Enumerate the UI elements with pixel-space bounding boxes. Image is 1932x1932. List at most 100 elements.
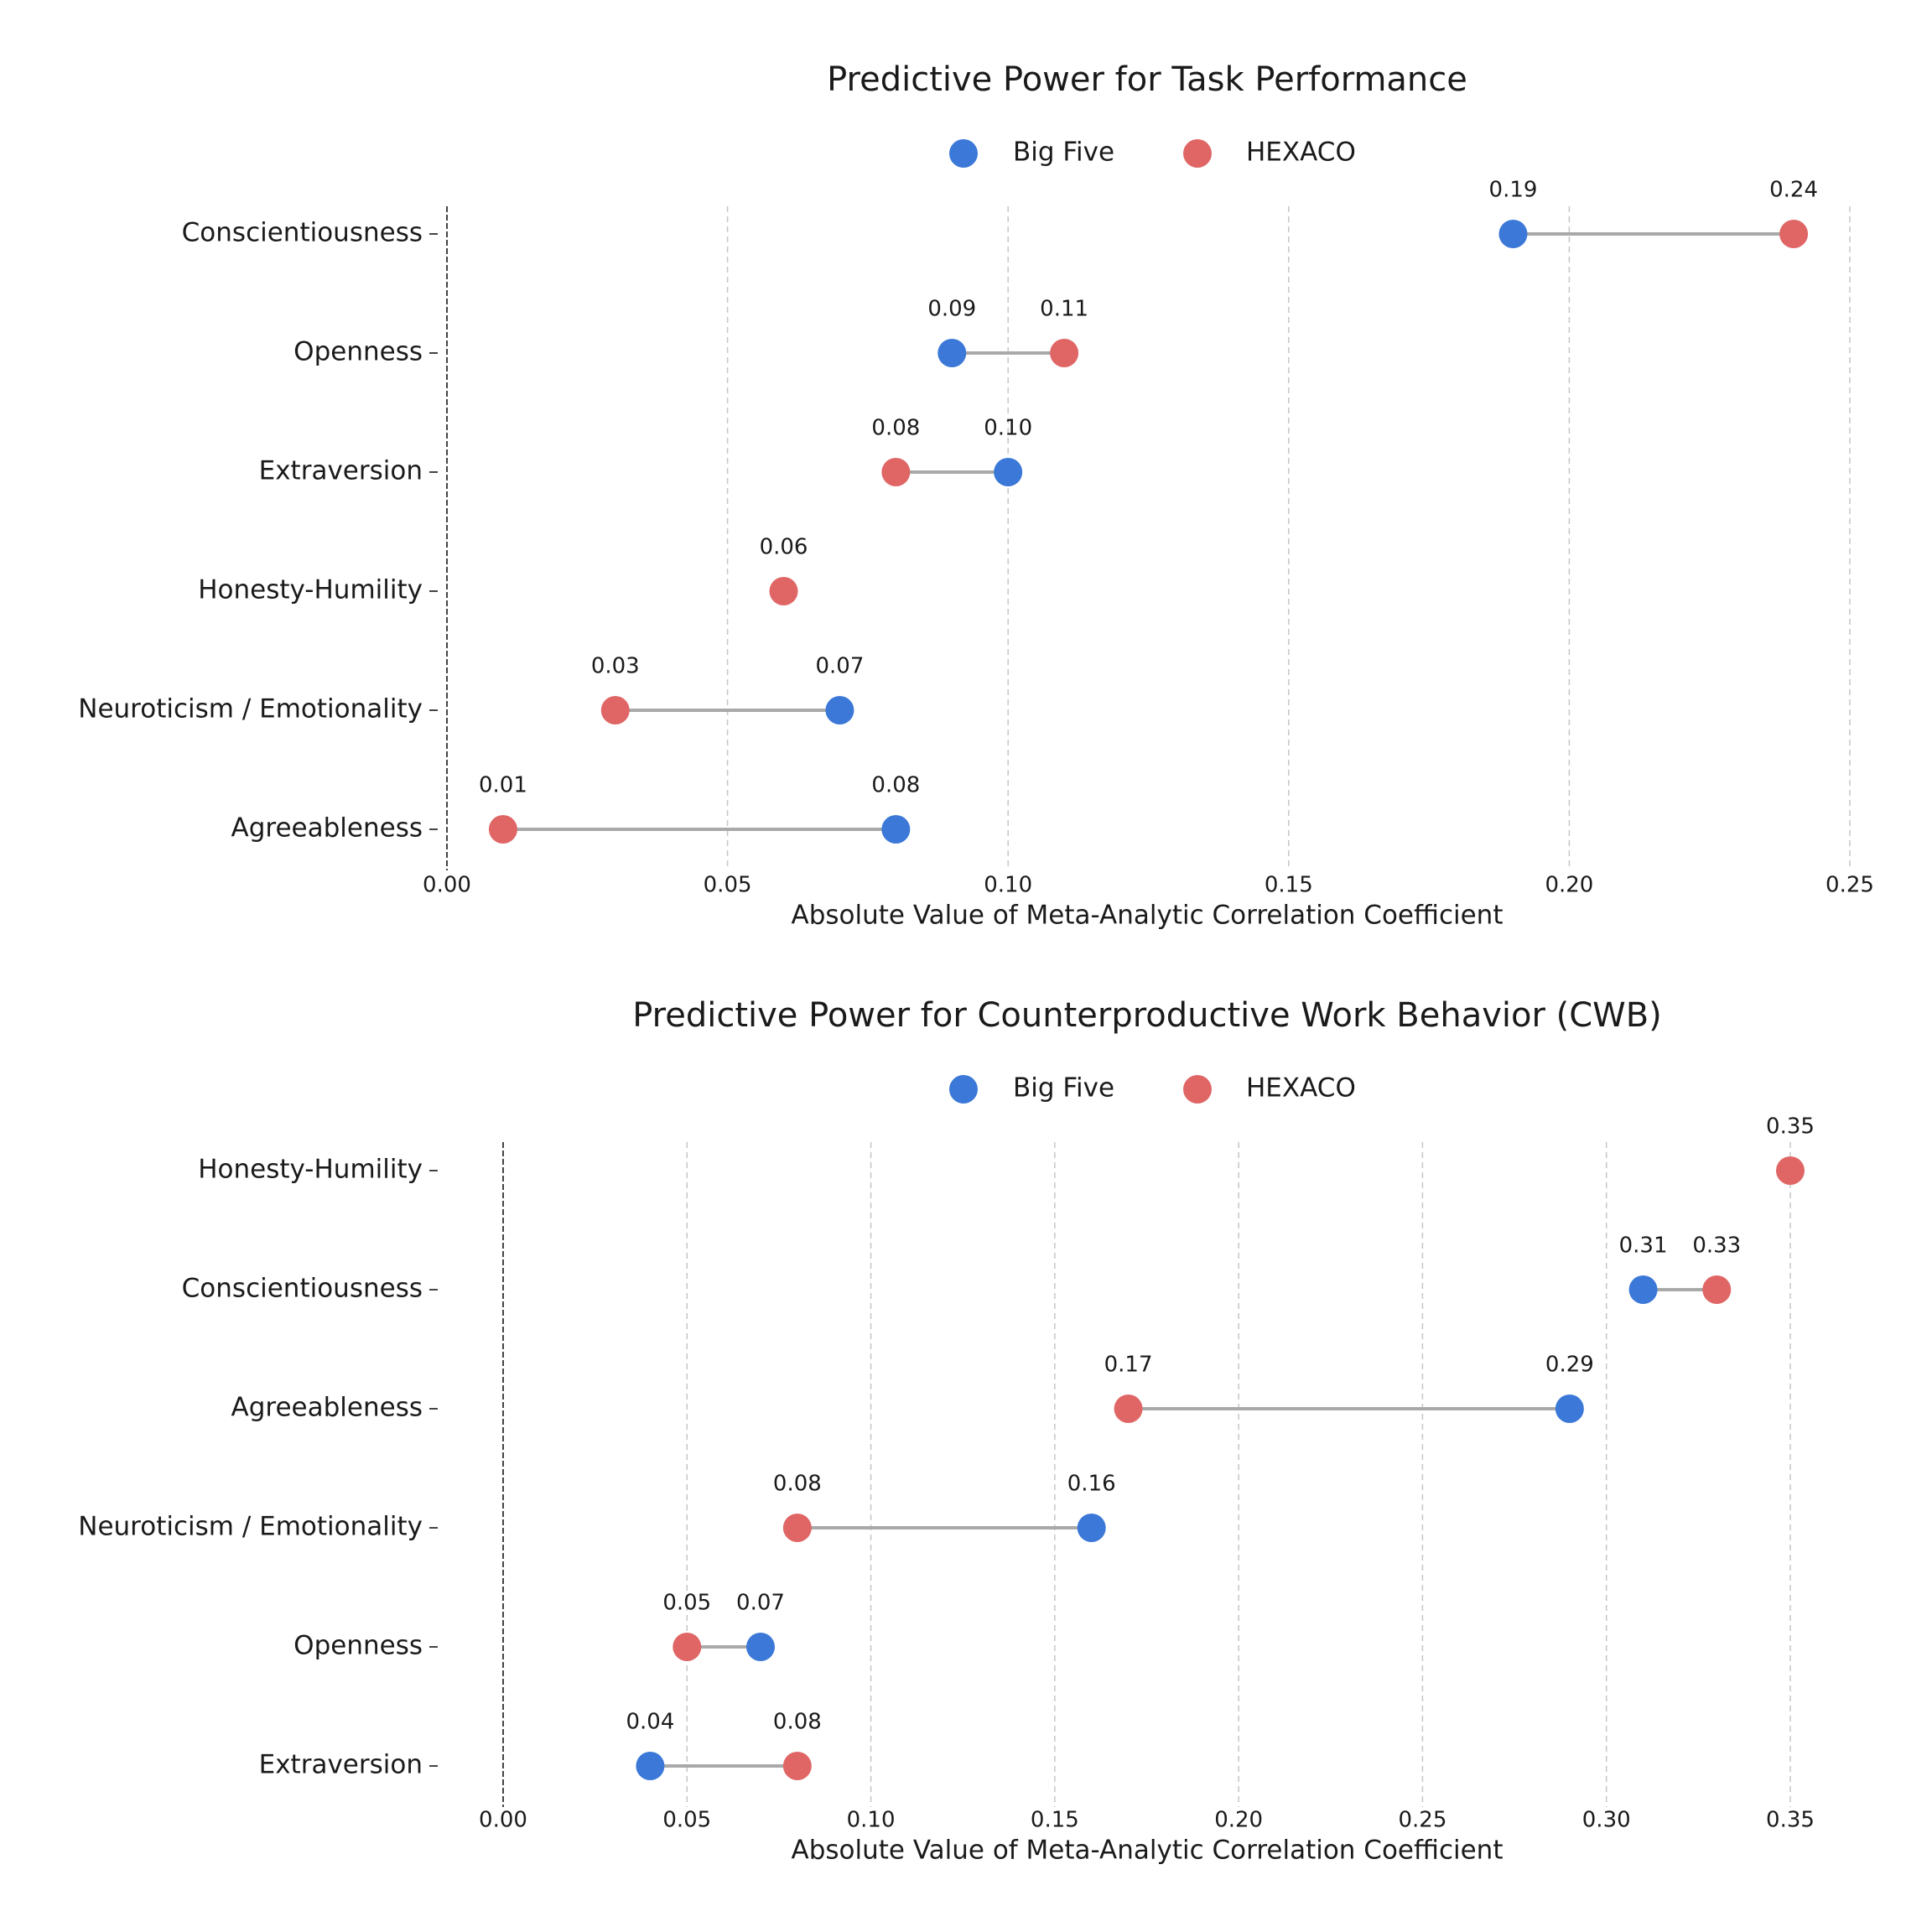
data-label-hexaco: 0.33 xyxy=(1692,1233,1741,1259)
chart-title: Predictive Power for Task Performance xyxy=(827,60,1467,99)
legend-marker-big-five xyxy=(949,139,978,168)
x-tick-labels: 0.00 0.05 0.10 0.15 0.20 0.25 xyxy=(423,873,1874,898)
gridlines xyxy=(726,206,1851,870)
x-tick-label: 0.15 xyxy=(1031,1808,1079,1833)
category-label: Extraversion xyxy=(259,456,423,486)
row-honesty-humility: Honesty-Humility 0.35 xyxy=(198,1114,1815,1185)
data-label-big-five: 0.07 xyxy=(736,1591,785,1616)
point-hexaco xyxy=(1779,220,1809,248)
legend-marker-big-five xyxy=(949,1075,978,1104)
x-tick-label: 0.20 xyxy=(1545,873,1593,898)
chart-2: Predictive Power for Counterproductive W… xyxy=(78,996,1815,1866)
row-neuroticism-emotionality: Neuroticism / Emotionality 0.07 0.03 xyxy=(78,654,864,724)
gridlines xyxy=(686,1142,1791,1807)
x-tick-label: 0.10 xyxy=(984,873,1032,898)
x-tick-label: 0.05 xyxy=(704,873,752,898)
category-label: Openness xyxy=(293,1631,423,1661)
data-label-big-five: 0.19 xyxy=(1489,178,1538,203)
data-label-hexaco: 0.06 xyxy=(760,535,808,560)
data-label-big-five: 0.10 xyxy=(984,416,1032,441)
data-label-big-five: 0.31 xyxy=(1619,1233,1668,1259)
point-hexaco xyxy=(488,815,517,844)
point-big-five xyxy=(1628,1275,1658,1304)
point-big-five xyxy=(881,815,911,844)
x-tick-label: 0.00 xyxy=(423,873,471,898)
category-label: Conscientiousness xyxy=(182,1274,423,1304)
legend-label-hexaco: HEXACO xyxy=(1246,138,1356,168)
x-tick-label: 0.10 xyxy=(847,1808,896,1833)
category-label: Conscientiousness xyxy=(182,218,423,248)
point-hexaco xyxy=(1050,339,1079,367)
legend-marker-hexaco xyxy=(1183,139,1212,168)
data-label-hexaco: 0.17 xyxy=(1104,1353,1153,1378)
point-hexaco xyxy=(769,577,798,605)
point-hexaco xyxy=(673,1633,702,1661)
data-label-hexaco: 0.11 xyxy=(1040,297,1088,322)
data-label-hexaco: 0.35 xyxy=(1766,1114,1815,1140)
x-axis-label: Absolute Value of Meta-Analytic Correlat… xyxy=(792,901,1504,931)
data-label-big-five: 0.04 xyxy=(626,1710,674,1735)
point-big-five xyxy=(994,458,1023,486)
data-label-hexaco: 0.01 xyxy=(479,773,527,798)
data-label-hexaco: 0.03 xyxy=(591,654,640,679)
category-label: Honesty-Humility xyxy=(198,1155,423,1185)
point-hexaco xyxy=(1776,1156,1805,1185)
data-label-hexaco: 0.08 xyxy=(773,1472,822,1497)
data-label-hexaco: 0.08 xyxy=(871,416,920,441)
row-honesty-humility: Honesty-Humility 0.06 xyxy=(198,535,808,605)
legend-label-big-five: Big Five xyxy=(1013,138,1114,168)
category-label: Openness xyxy=(293,337,423,367)
legend: Big Five HEXACO xyxy=(949,1073,1356,1104)
point-big-five xyxy=(937,339,967,367)
legend-label-hexaco: HEXACO xyxy=(1246,1073,1356,1104)
x-tick-label: 0.25 xyxy=(1826,873,1874,898)
row-agreeableness: Agreeableness 0.08 0.01 xyxy=(231,773,920,844)
row-extraversion: Extraversion 0.10 0.08 xyxy=(259,416,1032,486)
legend: Big Five HEXACO xyxy=(949,138,1356,168)
x-axis-label: Absolute Value of Meta-Analytic Correlat… xyxy=(792,1836,1504,1866)
point-hexaco xyxy=(1702,1275,1732,1304)
x-tick-label: 0.35 xyxy=(1766,1808,1815,1833)
category-label: Agreeableness xyxy=(231,813,423,844)
row-conscientiousness: Conscientiousness 0.31 0.33 xyxy=(182,1233,1741,1304)
row-extraversion: Extraversion 0.04 0.08 xyxy=(259,1710,822,1780)
legend-label-big-five: Big Five xyxy=(1013,1073,1114,1104)
point-hexaco xyxy=(600,696,630,724)
data-label-big-five: 0.07 xyxy=(815,654,864,679)
row-agreeableness: Agreeableness 0.29 0.17 xyxy=(231,1353,1594,1423)
data-label-hexaco: 0.24 xyxy=(1769,178,1818,203)
x-tick-label: 0.05 xyxy=(662,1808,711,1833)
data-label-big-five: 0.09 xyxy=(927,297,976,322)
row-neuroticism-emotionality: Neuroticism / Emotionality 0.16 0.08 xyxy=(78,1472,1116,1542)
data-label-hexaco: 0.08 xyxy=(773,1710,822,1735)
x-tick-label: 0.30 xyxy=(1582,1808,1631,1833)
point-big-five xyxy=(1077,1514,1106,1542)
point-hexaco xyxy=(1114,1394,1143,1423)
category-label: Extraversion xyxy=(259,1750,423,1780)
x-tick-label: 0.20 xyxy=(1214,1808,1263,1833)
point-big-five xyxy=(825,696,854,724)
chart-1: Predictive Power for Task Performance Big… xyxy=(78,60,1874,931)
point-big-five xyxy=(1555,1394,1584,1423)
row-conscientiousness: Conscientiousness 0.19 0.24 xyxy=(182,178,1818,248)
point-big-five xyxy=(746,1633,775,1661)
point-big-five xyxy=(1498,220,1528,248)
point-hexaco xyxy=(782,1752,812,1780)
x-tick-label: 0.25 xyxy=(1398,1808,1446,1833)
data-label-big-five: 0.08 xyxy=(871,773,920,798)
x-tick-label: 0.00 xyxy=(479,1808,527,1833)
category-label: Agreeableness xyxy=(231,1393,423,1423)
row-openness: Openness 0.09 0.11 xyxy=(293,297,1088,367)
x-tick-labels: 0.00 0.05 0.10 0.15 0.20 0.25 0.30 0.35 xyxy=(479,1808,1815,1833)
legend-marker-hexaco xyxy=(1183,1075,1212,1104)
chart-title: Predictive Power for Counterproductive W… xyxy=(632,996,1662,1035)
category-label: Honesty-Humility xyxy=(198,575,423,605)
data-label-hexaco: 0.05 xyxy=(662,1591,711,1616)
data-label-big-five: 0.29 xyxy=(1545,1353,1594,1378)
row-openness: Openness 0.07 0.05 xyxy=(293,1591,785,1661)
x-tick-label: 0.15 xyxy=(1265,873,1313,898)
category-label: Neuroticism / Emotionality xyxy=(78,1512,423,1542)
category-label: Neuroticism / Emotionality xyxy=(78,694,423,724)
point-hexaco xyxy=(782,1514,812,1542)
